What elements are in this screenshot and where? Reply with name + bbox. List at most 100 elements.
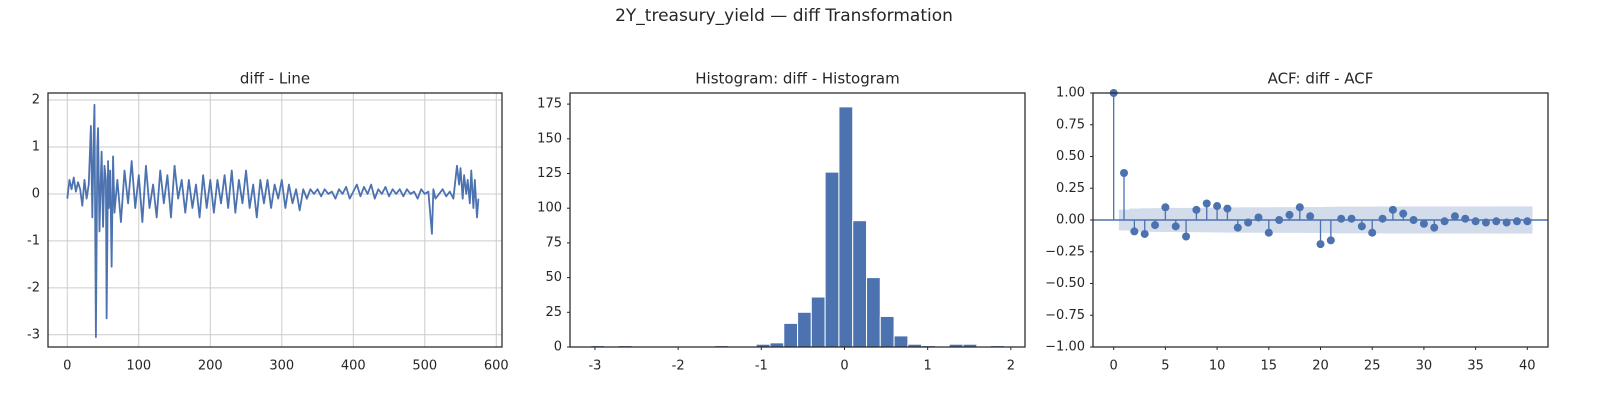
axes-frame xyxy=(1092,92,1549,348)
stem-marker xyxy=(1275,216,1284,224)
y-tick-label: −0.25 xyxy=(1045,244,1085,259)
axes-frame xyxy=(47,92,503,348)
stem-marker xyxy=(1182,232,1191,241)
bar xyxy=(824,171,840,348)
stem-marker xyxy=(1378,214,1387,223)
y-tick-label: 25 xyxy=(545,305,562,320)
stem-marker xyxy=(1492,217,1501,226)
x-tick-label: 0 xyxy=(1110,359,1118,374)
stem-marker xyxy=(1254,213,1263,222)
y-tick-label: 0.50 xyxy=(1056,149,1085,164)
bar xyxy=(838,106,854,348)
x-tick-label: 0 xyxy=(63,359,71,374)
stem-marker xyxy=(1326,236,1335,245)
x-tick-label: 500 xyxy=(412,359,437,374)
stem-marker xyxy=(1285,210,1294,219)
stem-marker xyxy=(1461,214,1470,223)
stem-marker xyxy=(1233,223,1242,232)
y-tick-label: 175 xyxy=(537,97,562,112)
stem-marker xyxy=(1202,199,1211,208)
subplot-title: Histogram: diff - Histogram xyxy=(695,70,899,88)
stem-marker xyxy=(1368,228,1377,237)
x-tick-label: 0 xyxy=(840,359,848,374)
stem-marker xyxy=(1171,222,1180,231)
data-line xyxy=(66,103,480,339)
x-tick-label: 15 xyxy=(1261,359,1278,374)
stem-marker xyxy=(1512,217,1521,226)
subplot-title: ACF: diff - ACF xyxy=(1268,70,1374,88)
y-tick-label: 0.00 xyxy=(1056,213,1085,228)
x-tick-label: -2 xyxy=(672,359,685,374)
stem-marker xyxy=(1450,212,1459,221)
stem-marker xyxy=(1430,223,1439,232)
stem-marker xyxy=(1151,221,1160,230)
x-tick-label: 35 xyxy=(1467,359,1484,374)
stem-marker xyxy=(1409,216,1418,224)
y-tick-label: 1 xyxy=(32,139,40,154)
x-tick-label: 40 xyxy=(1519,359,1536,374)
y-tick-label: 75 xyxy=(545,235,562,250)
stem-marker xyxy=(1388,205,1397,214)
x-tick-label: -1 xyxy=(755,359,768,374)
x-tick-label: 600 xyxy=(484,359,509,374)
subplot: Histogram: diff - Histogram -3 -2 -1 0 1 2 0 25 5… xyxy=(537,70,1026,374)
x-tick-label: 100 xyxy=(126,359,151,374)
x-tick-label: 1 xyxy=(924,359,932,374)
y-tick-label: -3 xyxy=(27,327,40,342)
y-tick-label: 0.25 xyxy=(1056,181,1085,196)
y-tick-label: −1.00 xyxy=(1045,340,1085,355)
bar xyxy=(879,315,895,348)
stem-marker xyxy=(1120,169,1129,178)
stem-marker xyxy=(1347,214,1356,223)
subplot: diff - Line 0 100 200 300 400 500 600 -3 -2 -1 0 1 2 xyxy=(27,70,509,374)
subplot: ACF: diff - ACF 0 5 10 15 20 25 30 35 40 −1.00 −0.7… xyxy=(1045,70,1549,374)
axes-frame xyxy=(569,92,1026,348)
y-tick-label: 0 xyxy=(554,340,562,355)
y-tick-label: −0.50 xyxy=(1045,276,1085,291)
bar xyxy=(797,311,812,348)
stem-marker xyxy=(1337,214,1346,223)
stem-marker xyxy=(1223,204,1232,213)
y-tick-label: 100 xyxy=(537,201,562,216)
bar xyxy=(893,335,909,348)
stem-marker xyxy=(1130,227,1139,236)
stem-marker xyxy=(1213,202,1222,211)
y-tick-label: 50 xyxy=(545,270,562,285)
stem-marker xyxy=(1471,217,1480,226)
bar xyxy=(783,322,799,348)
y-tick-label: -2 xyxy=(27,280,40,295)
stem-marker xyxy=(1440,217,1449,226)
y-tick-label: 2 xyxy=(32,93,40,108)
stem-marker xyxy=(1357,222,1366,231)
stem-marker xyxy=(1419,219,1428,228)
y-tick-label: 1.00 xyxy=(1056,86,1085,101)
bar xyxy=(852,220,868,348)
subplot-title: diff - Line xyxy=(240,70,310,88)
x-tick-label: 5 xyxy=(1161,359,1169,374)
stem-marker xyxy=(1306,212,1315,221)
x-tick-label: 10 xyxy=(1209,359,1226,374)
y-tick-label: 0.75 xyxy=(1056,117,1085,132)
bar xyxy=(810,296,826,348)
y-tick-label: 150 xyxy=(537,131,562,146)
x-tick-label: 300 xyxy=(269,359,294,374)
stem-marker xyxy=(1523,217,1532,226)
x-tick-label: 2 xyxy=(1007,359,1015,374)
stem-marker xyxy=(1502,218,1511,227)
bar xyxy=(866,277,881,348)
stem-marker xyxy=(1295,203,1304,212)
stem-marker xyxy=(1316,240,1325,249)
stem-marker xyxy=(1481,218,1490,227)
figure-title: 2Y_treasury_yield — diff Transformation xyxy=(615,6,953,26)
stem-marker xyxy=(1264,228,1273,237)
y-tick-label: 0 xyxy=(32,186,40,201)
stem-marker xyxy=(1399,209,1408,218)
x-tick-label: -3 xyxy=(588,359,601,374)
stem-marker xyxy=(1140,229,1149,238)
x-tick-label: 400 xyxy=(341,359,366,374)
x-tick-label: 200 xyxy=(198,359,223,374)
stem-marker xyxy=(1161,203,1170,212)
y-tick-label: -1 xyxy=(27,233,40,248)
x-tick-label: 20 xyxy=(1312,359,1329,374)
